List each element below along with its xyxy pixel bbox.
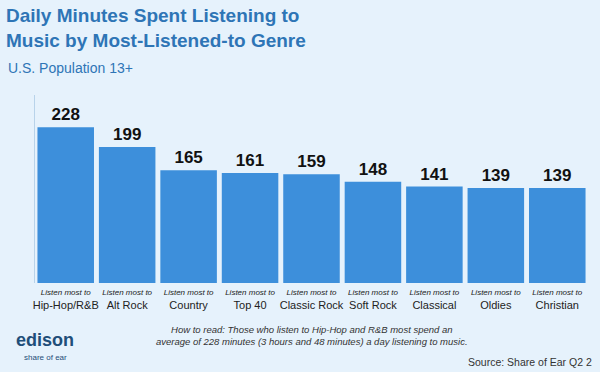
svg-text:Listen most toSoft Rock: Listen most toSoft Rock [348, 288, 398, 311]
svg-text:Listen most toClassic Rock: Listen most toClassic Rock [280, 288, 344, 311]
svg-text:Listen most toAlt Rock: Listen most toAlt Rock [102, 288, 152, 311]
svg-text:U.S. Population 13+: U.S. Population 13+ [8, 60, 133, 76]
svg-text:Listen most toCountry: Listen most toCountry [164, 288, 214, 311]
svg-text:Listen most toChristian: Listen most toChristian [532, 288, 582, 311]
svg-text:share of ear: share of ear [24, 353, 67, 362]
svg-text:159: 159 [297, 152, 325, 171]
svg-text:edison: edison [16, 330, 74, 350]
svg-text:Listen most toClassical: Listen most toClassical [409, 288, 459, 311]
svg-text:Listen most toHip-Hop/R&B: Listen most toHip-Hop/R&B [33, 288, 99, 311]
svg-text:139: 139 [543, 166, 571, 185]
svg-text:How to read: Those who listen: How to read: Those who listen to Hip-Hop… [156, 324, 468, 347]
svg-text:Listen most toOldies: Listen most toOldies [471, 288, 521, 311]
svg-text:161: 161 [236, 151, 264, 170]
svg-text:148: 148 [359, 160, 387, 179]
svg-text:141: 141 [420, 165, 448, 184]
svg-text:228: 228 [52, 105, 80, 124]
svg-text:Daily Minutes Spent Listening: Daily Minutes Spent Listening toMusic by… [6, 5, 306, 51]
svg-text:199: 199 [113, 125, 141, 144]
svg-text:165: 165 [174, 148, 202, 167]
svg-text:139: 139 [482, 166, 510, 185]
svg-text:Source: Share of Ear Q2 2: Source: Share of Ear Q2 2 [468, 356, 592, 368]
svg-text:Listen most toTop 40: Listen most toTop 40 [225, 288, 275, 311]
